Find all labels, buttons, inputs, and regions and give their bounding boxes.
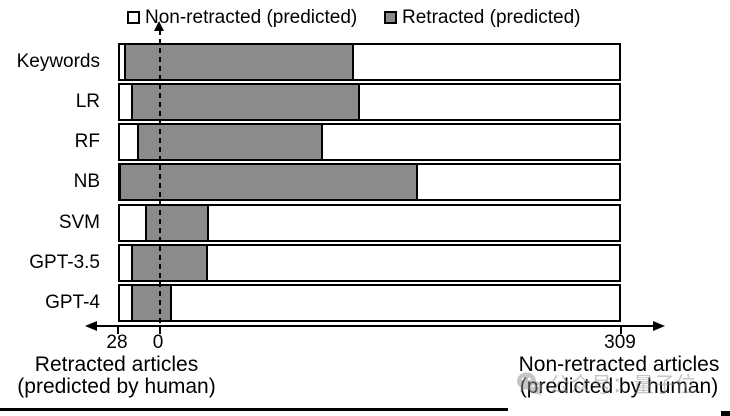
- bar-retracted-segment-GPT-4: [131, 284, 172, 323]
- non-retracted-swatch-icon: [127, 11, 140, 24]
- right-axis-title: Non-retracted articles (predicted by hum…: [508, 354, 730, 397]
- retracted-swatch-icon: [384, 11, 397, 24]
- right-axis-title-line2: (predicted by human): [519, 374, 719, 398]
- category-label-LR: LR: [75, 90, 100, 112]
- tick-309: [620, 326, 622, 334]
- zero-line-arrow-icon: [154, 21, 164, 31]
- category-label-NB: NB: [73, 171, 100, 193]
- bar-retracted-segment-Keywords: [123, 42, 354, 81]
- x-axis-right-arrow-icon: [653, 320, 665, 331]
- bar-retracted-segment-LR: [131, 82, 360, 121]
- bar-base-GPT-4: [117, 284, 621, 323]
- category-label-Keywords: Keywords: [16, 50, 100, 72]
- tick-label-28: 28: [106, 332, 128, 353]
- bottom-border-line: [0, 408, 508, 411]
- legend-label: Non-retracted (predicted): [145, 7, 358, 28]
- tick-label-309: 309: [604, 332, 636, 353]
- zero-dashed-line: [158, 30, 161, 326]
- left-axis-title-line1: Retracted articles: [34, 353, 199, 376]
- bar-retracted-segment-SVM: [144, 203, 210, 242]
- tick-0: [159, 326, 161, 334]
- legend-item-non-retracted: Non-retracted (predicted): [127, 8, 357, 27]
- x-axis-left-arrow-icon: [85, 320, 97, 331]
- category-label-RF: RF: [74, 131, 100, 153]
- wechat-icon: [517, 372, 543, 396]
- category-label-GPT-4: GPT-4: [45, 292, 100, 314]
- watermark-text: 公众号：量子位: [549, 374, 696, 397]
- legend-label: Retracted (predicted): [402, 7, 581, 28]
- bar-retracted-segment-NB: [119, 163, 419, 202]
- x-axis-line: [94, 324, 656, 327]
- bar-retracted-segment-GPT-3.5: [131, 244, 208, 282]
- legend-item-retracted: Retracted (predicted): [384, 8, 580, 27]
- left-axis-title-line2: (predicted by human): [17, 374, 216, 398]
- category-label-SVM: SVM: [58, 211, 100, 233]
- tick-label-0: 0: [152, 332, 164, 353]
- category-label-GPT-3.5: GPT-3.5: [29, 252, 100, 273]
- tick-28: [116, 326, 119, 334]
- watermark: 公众号：量子位: [516, 369, 696, 399]
- bar-retracted-segment-RF: [137, 123, 323, 162]
- left-axis-title: Retracted articles (predicted by human): [5, 354, 228, 397]
- right-axis-title-line1: Non-retracted articles: [518, 353, 720, 376]
- bottom-corner-mark: [721, 411, 730, 416]
